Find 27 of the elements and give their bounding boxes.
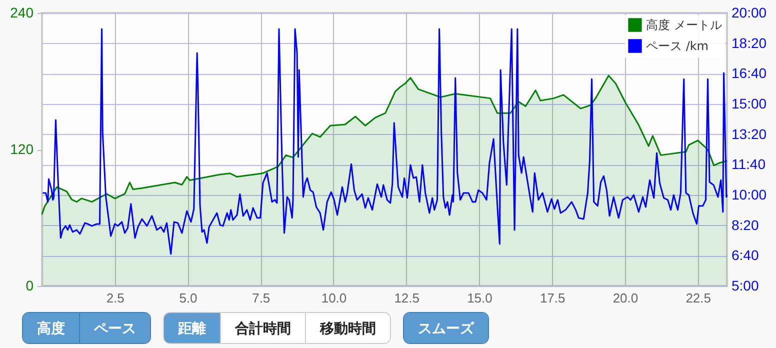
- y2-tick-label: 6:40: [732, 247, 759, 264]
- legend-label: ペース /km: [646, 39, 708, 53]
- y-tick-label: 240: [10, 4, 34, 20]
- y2-tick-label: 18:20: [732, 34, 767, 51]
- x-tick-label: 5.0: [179, 290, 198, 306]
- y2-tick-label: 8:20: [732, 216, 759, 233]
- y-tick-label: 120: [10, 141, 34, 157]
- y2-tick-label: 16:40: [732, 65, 767, 82]
- x-tick-label: 2.5: [106, 290, 124, 306]
- x-tick-label: 15.0: [467, 290, 492, 306]
- y-tick-label: 0: [26, 278, 34, 294]
- x-tick-label: 22.5: [686, 290, 712, 306]
- button-group: スムーズ: [403, 312, 489, 344]
- y2-tick-label: 10:00: [732, 186, 767, 202]
- y2-tick-label: 13:20: [732, 126, 767, 142]
- legend-label: 高度 メートル: [646, 18, 722, 32]
- button-group: 距離 合計時間 移動時間: [163, 312, 391, 344]
- x-tick-label: 20.0: [612, 290, 638, 306]
- x-tick-label: 10.0: [321, 290, 347, 306]
- x-tick-label: 12.5: [394, 290, 420, 306]
- y2-tick-label: 20:00: [732, 4, 767, 20]
- button-group: 高度 ペース: [22, 312, 151, 344]
- y2-tick-label: 11:40: [732, 156, 766, 172]
- y2-tick-label: 15:00: [732, 96, 767, 112]
- y2-tick-label: 5:00: [732, 278, 759, 294]
- x-tick-label: 17.5: [540, 290, 566, 306]
- x-tick-label: 7.5: [252, 290, 270, 306]
